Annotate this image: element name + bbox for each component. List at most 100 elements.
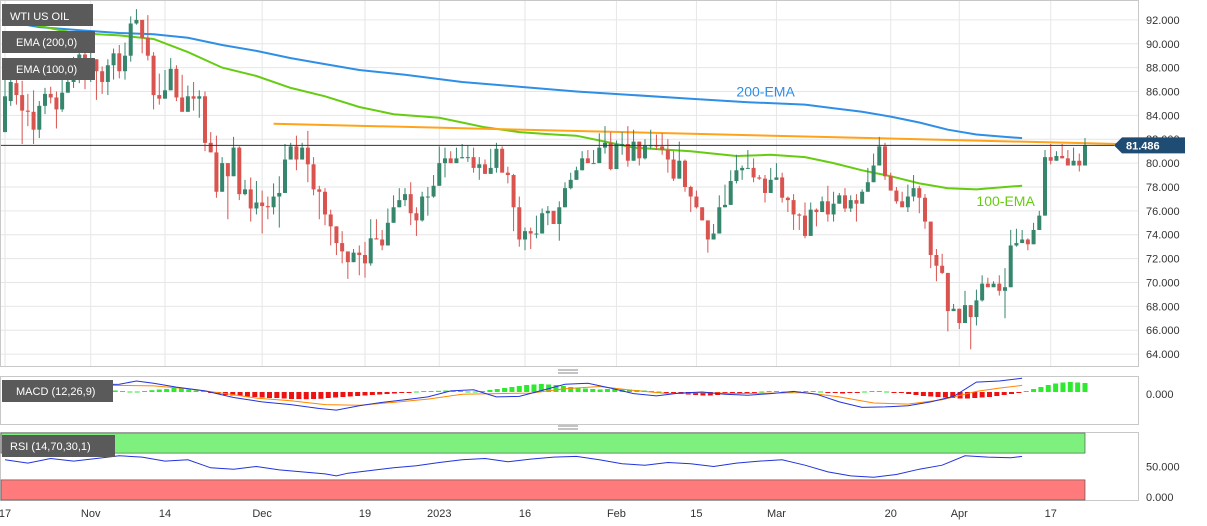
ema-200-badge[interactable]: EMA (200,0) xyxy=(2,31,95,53)
ema-100-badge[interactable]: EMA (100,0) xyxy=(2,58,95,80)
candle-body xyxy=(945,272,950,312)
candle-body xyxy=(334,226,339,244)
macd-histogram-bar xyxy=(516,386,522,392)
candle-body xyxy=(614,144,619,170)
macd-histogram-bar xyxy=(964,392,970,399)
candle-body xyxy=(408,194,413,214)
macd-histogram-bar xyxy=(369,392,375,395)
candle-body xyxy=(860,191,865,204)
candle-body xyxy=(831,203,836,215)
macd-histogram-bar xyxy=(737,392,743,394)
macd-histogram-bar xyxy=(289,392,295,399)
candle-body xyxy=(883,146,887,177)
last-price-tag-bg xyxy=(1114,137,1185,154)
macd-badge-bg xyxy=(2,380,113,402)
candle-body xyxy=(243,189,247,195)
macd-histogram-bar xyxy=(854,392,860,393)
candle-body xyxy=(1060,155,1065,159)
macd-histogram-bar xyxy=(810,391,816,392)
rsi-line xyxy=(4,455,1023,478)
macd-histogram-bar xyxy=(274,392,280,398)
candle-body xyxy=(283,159,287,193)
rsi-panel: 0.000 50.000 RSI (14,70,30,1) xyxy=(0,432,1180,504)
macd-histogram-bar xyxy=(281,392,287,399)
candle-body xyxy=(677,160,682,179)
candle-body xyxy=(545,210,550,214)
candle-body xyxy=(351,252,356,263)
candle-body xyxy=(963,305,967,324)
candle-body xyxy=(145,37,150,56)
macd-histogram-bar xyxy=(597,389,603,392)
x-tick-label: 20 xyxy=(885,508,897,520)
candle-body xyxy=(683,160,687,187)
y-tick-label: 80.000 xyxy=(1146,158,1180,170)
y-tick-label: 90.000 xyxy=(1146,39,1180,51)
candle-body xyxy=(877,146,882,166)
rsi-badge[interactable]: RSI (14,70,30,1) xyxy=(2,435,115,457)
candle-body xyxy=(20,95,25,111)
macd-histogram-bar xyxy=(509,387,515,392)
candle-body xyxy=(888,176,893,191)
macd-badge[interactable]: MACD (12,26,9) xyxy=(2,380,113,402)
macd-histogram-bar xyxy=(200,391,206,392)
candle-body xyxy=(374,238,379,240)
candle-body xyxy=(185,96,190,112)
candle-body xyxy=(311,164,316,190)
candle-body xyxy=(340,243,345,252)
macd-histogram-bar xyxy=(230,392,236,396)
candle-body xyxy=(974,300,979,318)
candle-body xyxy=(277,192,282,197)
candle-body xyxy=(317,189,322,192)
candle-body xyxy=(443,158,447,164)
candle-body xyxy=(763,178,767,193)
macd-histogram-bar xyxy=(340,392,346,397)
candle-body xyxy=(997,283,1002,291)
price-y-axis: 64.000 66.000 68.000 70.000 72.000 74.000 76.0… xyxy=(1146,15,1180,361)
x-tick-label: 2023 xyxy=(427,508,451,520)
last-price-tag: 81.486 xyxy=(1114,137,1185,154)
pane-divider-rsi[interactable] xyxy=(558,425,578,430)
x-tick-label: 17 xyxy=(1045,508,1057,520)
macd-histogram-bar xyxy=(186,389,192,392)
macd-histogram-bar xyxy=(847,392,853,393)
candle-body xyxy=(391,207,396,223)
candle-body xyxy=(911,188,916,197)
candle-body xyxy=(631,141,636,161)
candle-body xyxy=(168,68,173,91)
macd-histogram-bar xyxy=(986,392,992,397)
candle-body xyxy=(128,23,133,56)
candle-body xyxy=(105,65,110,82)
macd-histogram-bar xyxy=(311,392,317,399)
candle-body xyxy=(43,93,47,106)
y-tick-label: 64.000 xyxy=(1146,349,1180,361)
macd-histogram-bar xyxy=(252,392,258,397)
candle-body xyxy=(111,53,116,66)
macd-histogram-bar xyxy=(832,392,838,393)
candle-body xyxy=(425,196,430,198)
macd-histogram-bar xyxy=(1038,387,1044,392)
candle-body xyxy=(505,172,510,176)
candle-body xyxy=(1031,229,1036,245)
candle-body xyxy=(780,177,785,198)
macd-histogram-bar xyxy=(494,389,500,392)
candle-body xyxy=(288,146,293,160)
macd-histogram-bar xyxy=(994,392,1000,396)
macd-histogram-bar xyxy=(244,392,250,397)
macd-histogram-bar xyxy=(112,390,118,392)
candle-body xyxy=(1025,239,1030,245)
macd-histogram-bar xyxy=(472,391,478,393)
symbol-badge: WTI US OIL xyxy=(2,4,93,26)
pane-divider-macd[interactable] xyxy=(558,369,578,374)
macd-histogram-bar xyxy=(972,392,978,398)
y-tick-label: 72.000 xyxy=(1146,254,1180,266)
macd-histogram-bar xyxy=(693,392,699,395)
candle-body xyxy=(585,158,590,164)
macd-histogram-bar xyxy=(443,390,449,392)
macd-histogram-bar xyxy=(259,392,265,398)
candle-body xyxy=(751,167,756,178)
candle-body xyxy=(294,146,299,160)
x-tick-label: Feb xyxy=(607,508,626,520)
candle-body xyxy=(768,179,773,193)
candle-body xyxy=(580,158,585,171)
